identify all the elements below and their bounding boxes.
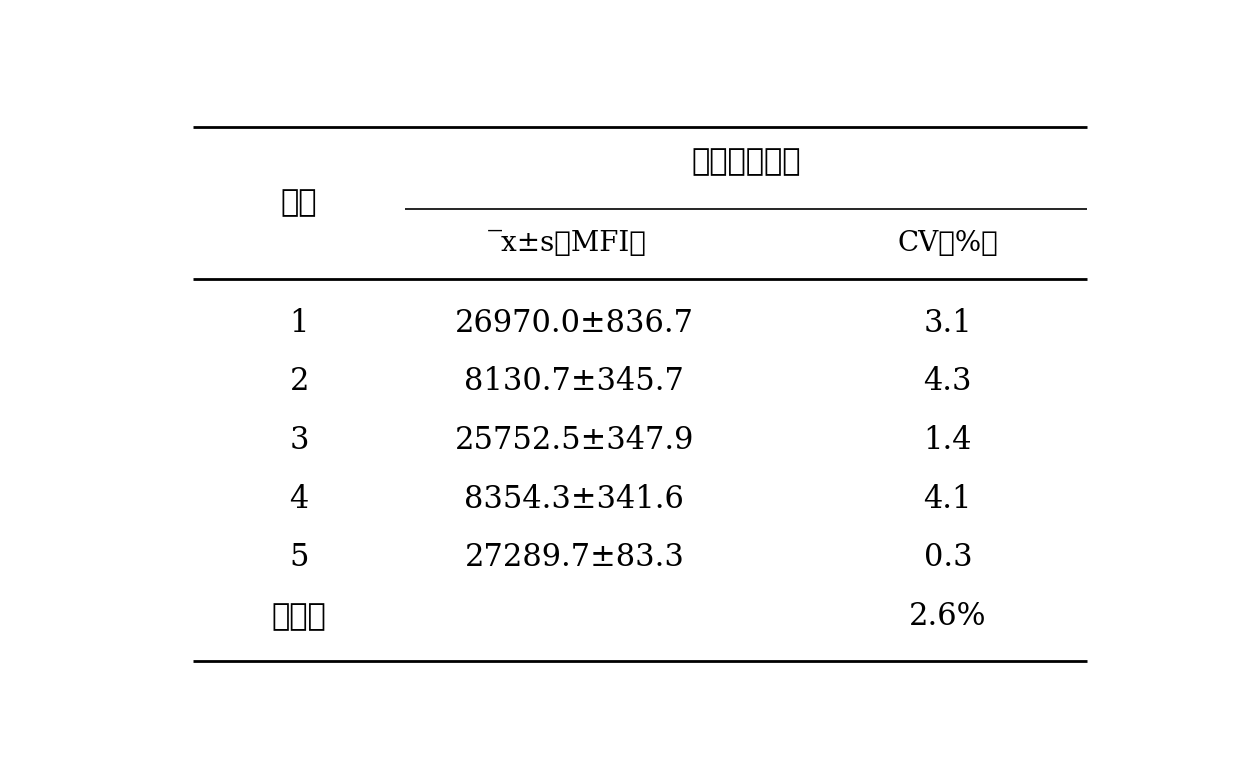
Text: 4.3: 4.3 [924, 367, 972, 397]
Text: 8130.7±345.7: 8130.7±345.7 [465, 367, 684, 397]
Text: 3.1: 3.1 [924, 308, 972, 338]
Text: 3: 3 [289, 425, 309, 456]
Text: 0.3: 0.3 [924, 543, 972, 573]
Text: 27289.7±83.3: 27289.7±83.3 [465, 543, 684, 573]
Text: 26970.0±836.7: 26970.0±836.7 [455, 308, 694, 338]
Text: 平均値: 平均値 [272, 601, 326, 632]
Text: 8354.3±341.6: 8354.3±341.6 [465, 484, 684, 514]
Text: 5: 5 [289, 543, 309, 573]
Text: ̅x±s（MFI）: ̅x±s（MFI） [502, 230, 647, 258]
Text: 1.4: 1.4 [924, 425, 972, 456]
Text: 样品: 样品 [281, 187, 317, 219]
Text: 4.1: 4.1 [924, 484, 972, 514]
Text: 阳性血清样品: 阳性血清样品 [691, 146, 801, 178]
Text: 25752.5±347.9: 25752.5±347.9 [455, 425, 694, 456]
Text: CV（%）: CV（%） [898, 230, 998, 258]
Text: 2.6%: 2.6% [909, 601, 987, 632]
Text: 4: 4 [289, 484, 309, 514]
Text: 1: 1 [289, 308, 309, 338]
Text: 2: 2 [289, 367, 309, 397]
